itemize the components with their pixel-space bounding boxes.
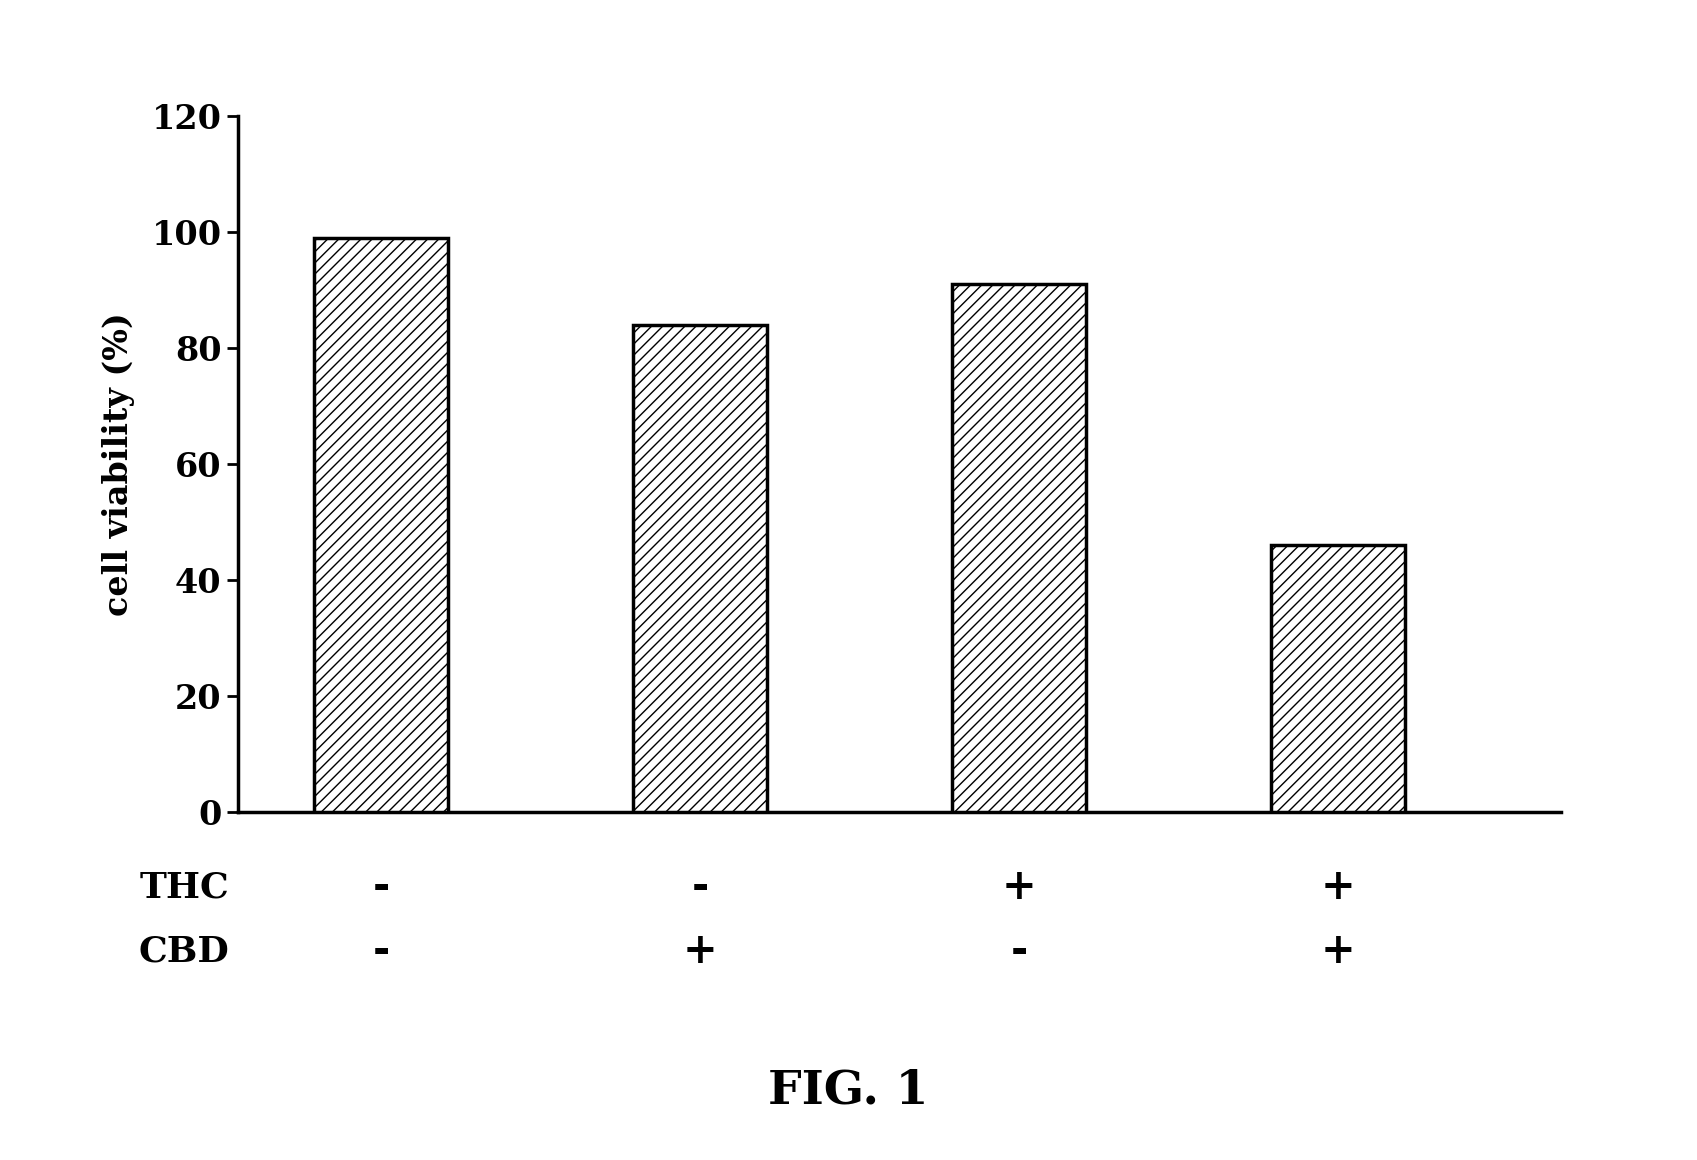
Text: +: + <box>1001 867 1037 908</box>
Text: -: - <box>372 867 390 908</box>
Bar <box>952 284 1086 812</box>
Y-axis label: cell viability (%): cell viability (%) <box>102 312 134 616</box>
Text: FIG. 1: FIG. 1 <box>769 1067 928 1114</box>
Text: THC: THC <box>139 870 229 905</box>
Text: -: - <box>1010 930 1028 972</box>
Text: +: + <box>682 930 718 972</box>
Text: +: + <box>1320 930 1356 972</box>
Bar <box>633 325 767 812</box>
Bar <box>314 238 448 812</box>
Bar <box>1271 545 1405 812</box>
Text: -: - <box>691 867 709 908</box>
Text: CBD: CBD <box>139 934 229 969</box>
Text: -: - <box>372 930 390 972</box>
Text: +: + <box>1320 867 1356 908</box>
